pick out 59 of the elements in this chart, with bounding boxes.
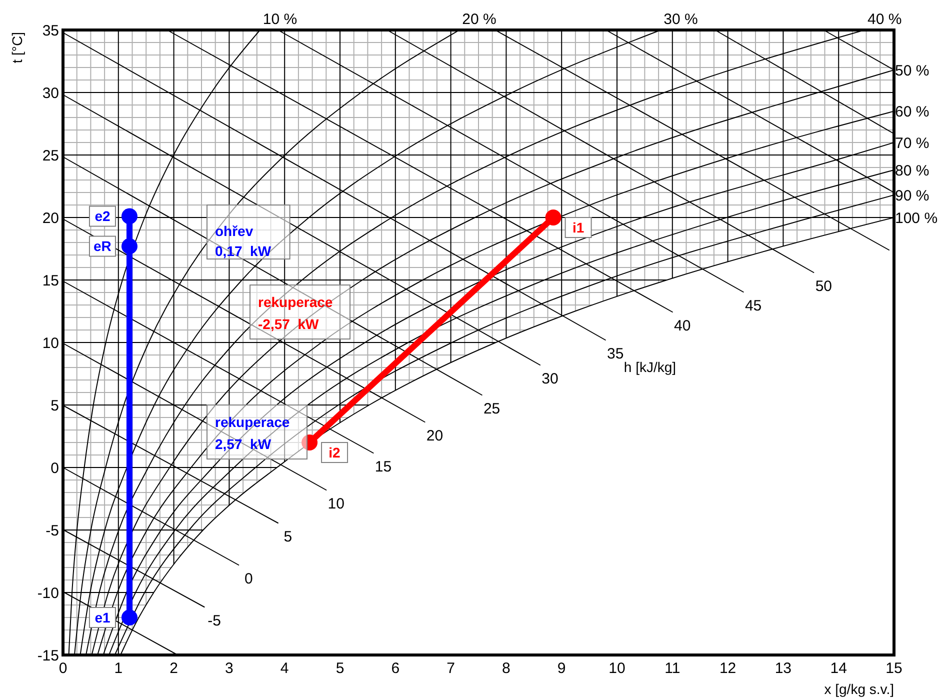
- series-label: 20: [426, 427, 444, 444]
- x-tick-label: 12: [719, 660, 736, 677]
- series-label: 30: [542, 370, 558, 388]
- data-label: i1: [572, 219, 584, 236]
- annotation: h [kJ/kg]: [624, 358, 676, 375]
- series-label: 0: [244, 570, 253, 588]
- series-label: 10 %: [262, 11, 298, 28]
- x-tick-label: 1: [114, 660, 123, 677]
- x-tick-label: 8: [502, 660, 510, 677]
- series-label: 50: [815, 278, 832, 295]
- x-tick-label: 2: [170, 660, 178, 677]
- series-label: 10: [328, 495, 344, 512]
- y-tick-label: 35: [42, 22, 59, 40]
- x-tick-label: 11: [664, 660, 680, 677]
- series-label: 70 %: [895, 134, 930, 152]
- y-axis-title: t [°C]: [9, 32, 25, 64]
- y-tick-label: -10: [37, 584, 59, 602]
- series-label: 100 %: [895, 210, 938, 227]
- series-label: 40: [674, 317, 691, 334]
- series-label: 40 %: [868, 11, 902, 28]
- annotation: ohřev 0,17 kW: [215, 223, 272, 259]
- x-tick-label: 4: [280, 660, 289, 677]
- x-tick-label: 5: [336, 660, 344, 677]
- x-axis-title: x [g/kg s.v.]: [824, 681, 894, 697]
- y-tick-label: 20: [42, 210, 59, 227]
- series-label: 35: [607, 345, 624, 362]
- y-tick-label: 25: [42, 147, 59, 164]
- x-tick-label: 13: [774, 660, 792, 677]
- annotation: rekuperace -2,57 kW: [258, 294, 333, 332]
- data-label: e1: [94, 609, 110, 626]
- data-label: i2: [328, 444, 341, 460]
- y-tick-label: -15: [37, 647, 59, 664]
- series-label: 50 %: [895, 62, 930, 80]
- series-label: 30 %: [664, 11, 698, 28]
- annotation: rekuperace 2,57 kW: [215, 414, 290, 452]
- series-label: 60 %: [895, 104, 930, 120]
- y-tick-label: -5: [46, 522, 59, 540]
- y-tick-label: 0: [50, 460, 59, 477]
- x-tick-label: 15: [886, 660, 902, 677]
- y-tick-label: 15: [42, 272, 59, 290]
- y-tick-label: 10: [42, 334, 59, 352]
- series-label: 25: [483, 400, 500, 418]
- series-label: 90 %: [895, 187, 930, 204]
- x-tick-label: 6: [391, 660, 400, 677]
- x-tick-label: 14: [830, 660, 847, 677]
- series-label: 15: [374, 458, 392, 476]
- series-label: -5: [208, 612, 221, 630]
- series-label: 80 %: [895, 162, 930, 180]
- data-label: e2: [94, 208, 110, 224]
- series-label: 5: [284, 528, 292, 546]
- x-tick-label: 10: [608, 660, 626, 677]
- y-tick-label: 30: [42, 84, 59, 102]
- series-label: 20 %: [462, 11, 496, 28]
- data-label: eR: [94, 238, 112, 254]
- x-tick-label: 9: [557, 660, 566, 677]
- x-tick-label: 3: [225, 660, 234, 677]
- x-tick-label: 7: [446, 660, 455, 677]
- y-tick-label: 5: [50, 397, 59, 414]
- series-label: 45: [744, 297, 762, 314]
